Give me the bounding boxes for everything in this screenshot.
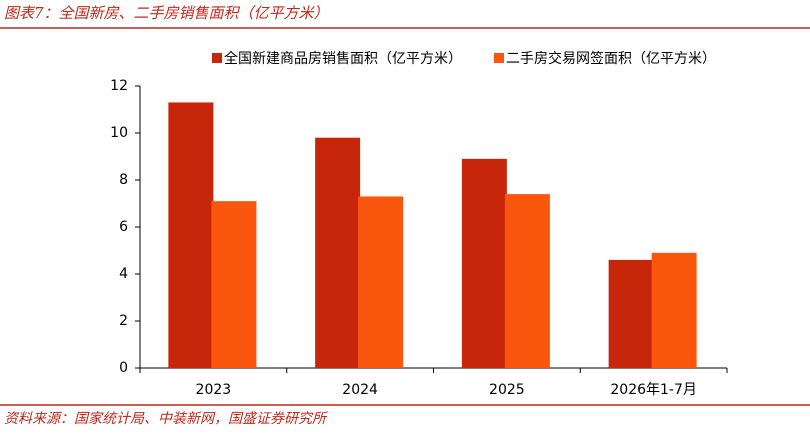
legend-swatch xyxy=(212,53,222,63)
bar xyxy=(651,252,697,368)
bar xyxy=(608,259,654,368)
y-tick-label: 10 xyxy=(110,125,128,141)
x-tick-label: 2024 xyxy=(342,382,378,398)
y-tick-label: 6 xyxy=(119,219,128,235)
y-tick-label: 12 xyxy=(110,78,128,94)
legend-label: 全国新建商品房销售面积（亿平方米） xyxy=(224,50,462,67)
x-tick-label: 2026年1-7月 xyxy=(610,382,697,398)
x-tick-label: 2023 xyxy=(196,382,232,398)
bar xyxy=(358,196,404,368)
source: 资料来源：国家统计局、中装新网，国盛证券研究所 xyxy=(4,411,328,427)
x-tick-label: 2025 xyxy=(489,382,525,398)
legend-label: 二手房交易网签面积（亿平方米） xyxy=(506,50,716,67)
y-tick-label: 8 xyxy=(119,172,128,188)
bar xyxy=(168,102,214,368)
bar xyxy=(211,201,257,368)
bar xyxy=(461,158,507,368)
y-tick-label: 2 xyxy=(119,313,128,329)
legend-swatch xyxy=(494,53,504,63)
bar xyxy=(315,137,361,368)
y-tick-label: 4 xyxy=(119,266,128,282)
chart-title: 图表7：全国新房、二手房销售面积（亿平方米） xyxy=(4,4,329,22)
y-tick-label: 0 xyxy=(119,360,128,376)
bar xyxy=(504,194,550,368)
